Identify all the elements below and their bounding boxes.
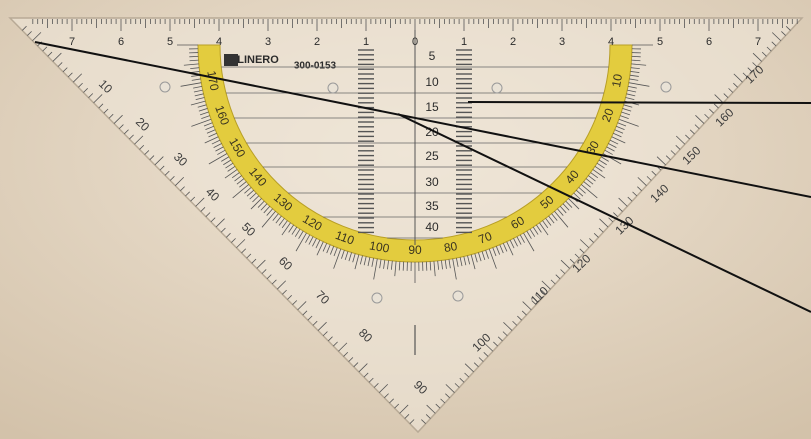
photo: LINERO 300-0153 765432101234567102030405… <box>0 0 811 439</box>
ruler-label: 3 <box>265 36 271 48</box>
ruler-label: 1 <box>363 36 369 48</box>
hole <box>661 82 671 92</box>
arc-label: 90 <box>408 243 422 257</box>
ruler-label: 6 <box>706 36 712 48</box>
ruler-label: 4 <box>608 36 614 48</box>
center-label: 25 <box>425 149 439 163</box>
center-label: 10 <box>425 75 439 89</box>
arc-label: 80 <box>443 239 459 255</box>
hole <box>328 83 338 93</box>
ruler-label: 7 <box>69 36 75 48</box>
ruler-label: 5 <box>657 36 663 48</box>
center-label: 15 <box>425 100 439 114</box>
arc-label: 10 <box>609 73 625 89</box>
center-label: 40 <box>425 220 439 234</box>
center-label: 35 <box>425 199 439 213</box>
ruler-label: 7 <box>755 36 761 48</box>
ruler-label: 4 <box>216 36 222 48</box>
pencil-line <box>468 102 811 103</box>
center-label: 30 <box>425 175 439 189</box>
ruler-label: 2 <box>510 36 516 48</box>
brand: LINERO <box>237 54 279 66</box>
hole <box>160 82 170 92</box>
model: 300-0153 <box>294 61 337 72</box>
hole <box>492 83 502 93</box>
center-label: 5 <box>429 49 436 63</box>
ruler-label: 3 <box>559 36 565 48</box>
ruler-label: 5 <box>167 36 173 48</box>
ruler-label: 0 <box>412 36 418 48</box>
ruler-label: 1 <box>461 36 467 48</box>
hole <box>453 291 463 301</box>
logo <box>224 54 238 66</box>
ruler-label: 2 <box>314 36 320 48</box>
hole <box>372 293 382 303</box>
ruler-label: 6 <box>118 36 124 48</box>
